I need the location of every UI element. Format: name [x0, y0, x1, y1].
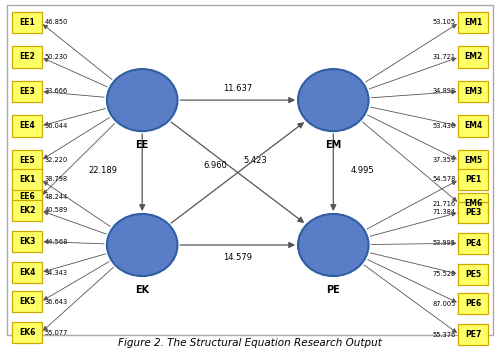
Text: 37.359: 37.359 [432, 157, 456, 163]
Text: 55.077: 55.077 [44, 330, 68, 336]
FancyBboxPatch shape [12, 81, 42, 102]
FancyBboxPatch shape [12, 186, 42, 207]
FancyBboxPatch shape [458, 115, 488, 137]
FancyBboxPatch shape [12, 150, 42, 171]
FancyBboxPatch shape [12, 291, 42, 313]
Text: 71.384: 71.384 [432, 209, 456, 215]
Text: 48.244: 48.244 [44, 194, 68, 200]
Text: EK1: EK1 [19, 175, 35, 184]
Text: 55.376: 55.376 [432, 332, 456, 338]
FancyBboxPatch shape [458, 233, 488, 254]
Text: PE4: PE4 [465, 239, 481, 248]
FancyBboxPatch shape [458, 169, 488, 190]
Text: PE3: PE3 [465, 208, 481, 217]
FancyBboxPatch shape [12, 169, 42, 190]
Text: 40.589: 40.589 [44, 207, 68, 214]
Text: 53.995: 53.995 [432, 240, 456, 246]
Text: EE4: EE4 [19, 121, 35, 131]
Text: EE6: EE6 [19, 192, 35, 201]
Text: PE6: PE6 [465, 299, 481, 308]
Text: 34.343: 34.343 [44, 270, 68, 276]
Text: 87.005: 87.005 [432, 301, 456, 307]
Text: 53.436: 53.436 [432, 123, 456, 129]
Text: EM1: EM1 [464, 18, 482, 27]
Ellipse shape [107, 214, 178, 276]
Text: 56.044: 56.044 [44, 123, 68, 129]
Text: 14.579: 14.579 [223, 253, 252, 262]
Text: 6.960: 6.960 [204, 161, 228, 170]
FancyBboxPatch shape [458, 12, 488, 33]
Text: EK3: EK3 [19, 237, 35, 246]
Text: 50.230: 50.230 [44, 54, 68, 60]
Text: EE3: EE3 [19, 87, 35, 96]
Text: 44.568: 44.568 [44, 239, 68, 245]
Text: EM: EM [325, 140, 342, 150]
Text: PE5: PE5 [465, 270, 481, 279]
Text: EK2: EK2 [19, 206, 35, 215]
FancyBboxPatch shape [458, 46, 488, 68]
Text: 22.189: 22.189 [88, 166, 118, 175]
Ellipse shape [298, 69, 368, 131]
Text: EE: EE [136, 140, 149, 150]
Text: 46.850: 46.850 [44, 19, 68, 25]
Text: EM2: EM2 [464, 52, 482, 62]
FancyBboxPatch shape [458, 264, 488, 285]
FancyBboxPatch shape [12, 231, 42, 252]
Text: 75.525: 75.525 [432, 271, 456, 277]
FancyBboxPatch shape [458, 81, 488, 102]
FancyBboxPatch shape [458, 324, 488, 345]
FancyBboxPatch shape [12, 262, 42, 283]
FancyBboxPatch shape [458, 202, 488, 223]
Text: EK4: EK4 [19, 268, 35, 277]
Text: 32.220: 32.220 [44, 157, 68, 163]
Text: EM3: EM3 [464, 87, 482, 96]
Text: 34.898: 34.898 [432, 88, 456, 94]
FancyBboxPatch shape [12, 322, 42, 344]
Text: 33.666: 33.666 [44, 88, 68, 94]
Text: 11.637: 11.637 [223, 83, 252, 93]
Text: PE1: PE1 [465, 175, 481, 184]
Text: 38.798: 38.798 [44, 176, 68, 182]
FancyBboxPatch shape [12, 46, 42, 68]
Text: EK5: EK5 [19, 297, 35, 306]
FancyBboxPatch shape [458, 150, 488, 171]
Text: EM6: EM6 [464, 199, 482, 208]
Text: 53.105: 53.105 [432, 19, 456, 25]
FancyBboxPatch shape [458, 293, 488, 314]
Text: EK6: EK6 [19, 328, 35, 338]
Text: EK: EK [135, 285, 150, 295]
FancyBboxPatch shape [12, 200, 42, 221]
Text: 36.643: 36.643 [44, 299, 68, 305]
FancyBboxPatch shape [12, 12, 42, 33]
Text: 21.716: 21.716 [432, 201, 456, 207]
Text: PE7: PE7 [465, 330, 481, 339]
Text: EM5: EM5 [464, 156, 482, 165]
Text: 4.995: 4.995 [351, 166, 374, 175]
Text: 31.721: 31.721 [432, 54, 456, 60]
Ellipse shape [298, 214, 368, 276]
Text: EE5: EE5 [19, 156, 35, 165]
Text: EE2: EE2 [19, 52, 35, 62]
FancyBboxPatch shape [458, 193, 488, 214]
Text: EE1: EE1 [19, 18, 35, 27]
Text: EM4: EM4 [464, 121, 482, 131]
Text: Figure 2. The Structural Equation Research Output: Figure 2. The Structural Equation Resear… [118, 338, 382, 348]
FancyBboxPatch shape [12, 115, 42, 137]
Ellipse shape [107, 69, 178, 131]
Text: 54.578: 54.578 [432, 176, 456, 182]
Text: PE: PE [326, 285, 340, 295]
Text: 5.423: 5.423 [243, 156, 267, 165]
